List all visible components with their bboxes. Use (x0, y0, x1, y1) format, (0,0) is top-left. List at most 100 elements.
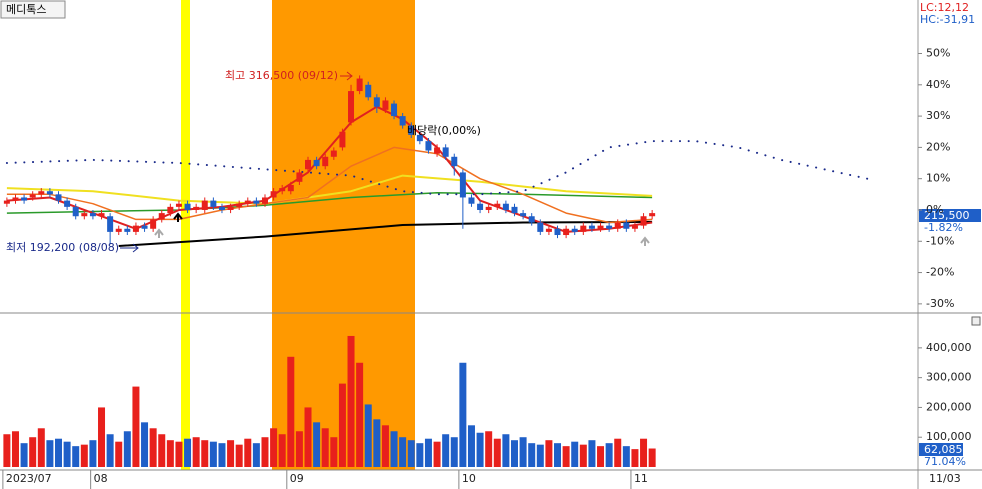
y-tick-label: 40% (926, 78, 950, 91)
candle-body (502, 203, 509, 210)
volume-bar (11, 431, 19, 467)
volume-bar (571, 441, 579, 467)
candle-body (98, 213, 105, 217)
y-tick-label: 200,000 (926, 400, 972, 413)
candle-body (279, 188, 286, 192)
candle-body (193, 206, 200, 210)
end-date: 11/03 (929, 472, 961, 485)
volume-bar (278, 434, 286, 467)
candle-body (408, 125, 415, 135)
volume-bar (510, 440, 518, 467)
volume-bar (46, 440, 54, 467)
candle-body (580, 225, 587, 232)
volume-bar (648, 448, 656, 467)
candle-body (29, 194, 36, 198)
candle-body (545, 228, 552, 232)
moving-line (118, 220, 653, 247)
volume-bar (390, 431, 398, 467)
volume-bar (252, 443, 260, 467)
candle-body (528, 216, 535, 223)
pane-button[interactable] (971, 316, 981, 326)
volume-bar (631, 449, 639, 467)
volume-bar (485, 431, 493, 467)
price-label: 215,500 (924, 209, 970, 222)
candle-body (81, 213, 88, 217)
high-annotation: 최고 316,500 (09/12) (225, 69, 338, 82)
title-box[interactable] (0, 0, 66, 19)
high-arrow (340, 71, 353, 81)
candle-body (494, 203, 501, 207)
volume-bar (321, 428, 329, 467)
candle-body (12, 197, 19, 201)
volume-bar (132, 386, 140, 467)
candle-body (253, 200, 260, 204)
volume-bar (89, 440, 97, 467)
candle-body (175, 203, 182, 207)
volume-bar (63, 441, 71, 467)
volume-bar (381, 425, 389, 467)
volume-bar (313, 422, 321, 467)
candle-body (425, 141, 432, 151)
signal-arrow (173, 212, 183, 222)
volume-bar (450, 437, 458, 467)
y-tick-label: 20% (926, 140, 950, 153)
volume-bar (519, 437, 527, 467)
candle-body (72, 206, 79, 217)
volume-bar (554, 443, 562, 467)
candle-body (356, 78, 363, 92)
volume-bar (166, 440, 174, 467)
candle-body (631, 225, 638, 229)
volume-bar (614, 438, 622, 467)
candle-body (64, 200, 71, 207)
volume-bar (416, 443, 424, 467)
volume-box (919, 443, 963, 456)
volume-bar (467, 425, 475, 467)
volume-bar (270, 428, 278, 467)
candle-body (537, 222, 544, 232)
candle-body (150, 219, 157, 229)
candle-body (244, 200, 251, 204)
volume-bar (141, 422, 149, 467)
volume-bar (175, 441, 183, 467)
volume-bar (536, 444, 544, 467)
price-box (919, 209, 981, 222)
candle-body (623, 222, 630, 229)
ratio-label: 71.04% (924, 455, 966, 468)
volume-bar (261, 437, 269, 467)
candle-body (296, 172, 303, 182)
candle-body (511, 206, 518, 214)
candle-body (554, 228, 561, 236)
candle-body (365, 84, 372, 98)
candle-body (46, 191, 53, 195)
volume-bar (3, 434, 11, 467)
volume-bar (399, 437, 407, 467)
volume-bar (528, 443, 536, 467)
candle-body (373, 97, 380, 107)
candle-body (468, 197, 475, 204)
volume-bar (597, 446, 605, 467)
volume-bar (407, 440, 415, 467)
candle-body (563, 228, 570, 236)
candle-body (21, 197, 28, 201)
candle-body (236, 203, 243, 207)
volume-bar (364, 404, 372, 467)
candle-body (107, 216, 114, 232)
candle-body (227, 206, 234, 210)
candle-body (210, 200, 217, 207)
volume-bar (80, 444, 88, 467)
y-tick-label: 30% (926, 109, 950, 122)
candle-body (391, 103, 398, 117)
candle-body (124, 228, 131, 232)
volume-bar (338, 383, 346, 467)
hc-label: HC:-31,91 (920, 13, 975, 26)
volume-bar (640, 438, 648, 467)
volume-bar (123, 431, 131, 467)
candle-body (218, 206, 225, 210)
candle-body (330, 150, 337, 157)
volume-bar (562, 446, 570, 467)
volume-bar (502, 434, 510, 467)
volume-bar (201, 440, 209, 467)
volume-bar (115, 441, 123, 467)
volume-bar (209, 441, 217, 467)
